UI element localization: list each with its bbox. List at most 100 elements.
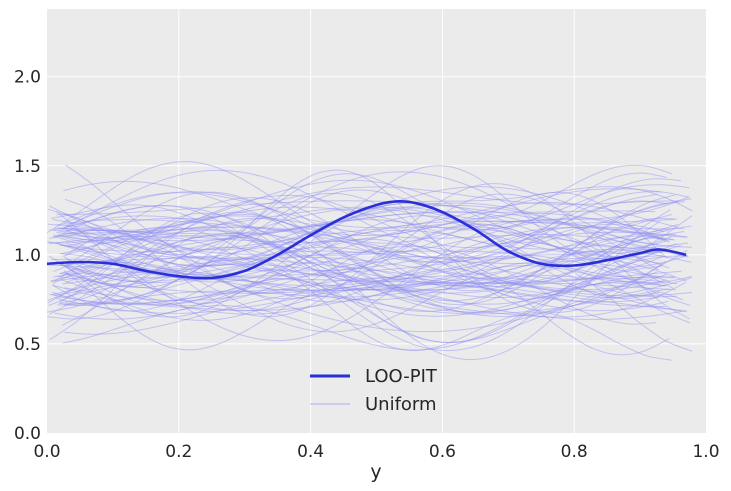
uniform-curve bbox=[56, 191, 668, 304]
uniform-curve bbox=[52, 219, 660, 342]
uniform-curve bbox=[54, 237, 667, 291]
loo-pit-line bbox=[46, 200, 687, 280]
x-tick-label: 1.0 bbox=[692, 442, 719, 462]
uniform-curve bbox=[59, 240, 670, 279]
uniform-curve bbox=[56, 278, 670, 315]
uniform-curve bbox=[63, 226, 664, 315]
uniform-curve bbox=[63, 180, 662, 237]
uniform-curve bbox=[48, 213, 688, 318]
uniform-curve bbox=[49, 212, 670, 244]
uniform-curve bbox=[62, 223, 688, 276]
uniform-curve bbox=[59, 217, 678, 306]
uniform-curve bbox=[59, 226, 666, 253]
uniform-curve bbox=[54, 220, 685, 320]
uniform-curve bbox=[52, 261, 691, 333]
uniform-curve bbox=[65, 277, 687, 313]
uniform-curve bbox=[64, 215, 677, 291]
uniform-curve bbox=[58, 184, 690, 258]
uniform-curve bbox=[66, 191, 658, 263]
x-tick-label: 0.0 bbox=[33, 442, 60, 462]
uniform-curve bbox=[65, 230, 674, 294]
uniform-curve bbox=[52, 275, 660, 305]
uniform-curve bbox=[60, 255, 665, 321]
uniform-curve bbox=[52, 178, 682, 312]
uniform-curve bbox=[51, 165, 693, 260]
uniform-curve bbox=[60, 226, 669, 265]
uniform-curves bbox=[46, 161, 693, 361]
uniform-curve bbox=[46, 161, 689, 244]
plot-background bbox=[47, 9, 706, 433]
uniform-curve bbox=[49, 211, 661, 361]
uniform-curve bbox=[62, 210, 656, 242]
x-tick-label: 0.8 bbox=[561, 442, 588, 462]
uniform-curve bbox=[65, 206, 677, 318]
uniform-curve bbox=[62, 233, 677, 352]
y-tick-label: 1.5 bbox=[14, 157, 41, 177]
uniform-curve bbox=[49, 179, 672, 253]
uniform-curve bbox=[53, 272, 667, 312]
x-tick-label: 0.6 bbox=[429, 442, 456, 462]
legend-label-loo-pit: LOO-PIT bbox=[365, 366, 438, 387]
uniform-curve bbox=[51, 232, 667, 288]
x-axis-label: y bbox=[370, 461, 381, 483]
uniform-curve bbox=[60, 207, 657, 256]
uniform-curve bbox=[56, 231, 688, 272]
uniform-curve bbox=[58, 202, 662, 253]
uniform-curve bbox=[65, 164, 673, 271]
uniform-curve bbox=[64, 223, 679, 335]
uniform-curve bbox=[62, 186, 679, 232]
legend: LOO-PIT Uniform bbox=[310, 366, 438, 415]
uniform-curve bbox=[64, 172, 667, 256]
uniform-curve bbox=[61, 169, 673, 260]
uniform-curve bbox=[53, 193, 659, 272]
uniform-curve bbox=[53, 215, 689, 272]
uniform-curve bbox=[52, 217, 655, 256]
uniform-curve bbox=[64, 183, 690, 320]
uniform-curve bbox=[61, 241, 691, 306]
uniform-curve bbox=[56, 230, 692, 287]
uniform-curve bbox=[63, 192, 678, 229]
uniform-curve bbox=[54, 205, 678, 313]
uniform-curve bbox=[51, 226, 670, 292]
uniform-curve bbox=[65, 218, 675, 267]
uniform-curve bbox=[65, 194, 676, 292]
uniform-curve bbox=[50, 257, 687, 301]
y-axis-ticks: 0.0 0.5 1.0 1.5 2.0 bbox=[14, 68, 41, 444]
legend-label-uniform: Uniform bbox=[365, 394, 437, 415]
uniform-curve bbox=[65, 206, 663, 258]
uniform-curve bbox=[57, 269, 678, 306]
uniform-curve bbox=[56, 200, 688, 238]
uniform-curve bbox=[62, 256, 693, 297]
uniform-curve bbox=[66, 250, 662, 274]
uniform-curve bbox=[51, 263, 687, 320]
uniform-curve bbox=[49, 224, 661, 300]
uniform-curve bbox=[65, 226, 669, 312]
uniform-curve bbox=[63, 192, 671, 283]
uniform-curve bbox=[64, 277, 660, 303]
uniform-curve bbox=[59, 211, 674, 289]
x-axis-ticks: 0.0 0.2 0.4 0.6 0.8 1.0 bbox=[33, 442, 719, 462]
uniform-curve bbox=[66, 191, 668, 285]
loo-pit-series bbox=[46, 200, 687, 280]
uniform-curve bbox=[59, 229, 675, 284]
uniform-curve bbox=[62, 250, 676, 279]
uniform-curve bbox=[63, 256, 693, 352]
uniform-curve bbox=[47, 186, 667, 251]
uniform-curve bbox=[59, 169, 681, 300]
x-tick-label: 0.4 bbox=[297, 442, 324, 462]
uniform-curve bbox=[56, 219, 666, 292]
uniform-curve bbox=[48, 255, 673, 361]
y-tick-label: 2.0 bbox=[14, 68, 41, 88]
uniform-curve bbox=[59, 235, 658, 333]
y-tick-label: 0.0 bbox=[14, 424, 41, 444]
uniform-curve bbox=[51, 223, 665, 305]
uniform-curve bbox=[53, 191, 690, 249]
uniform-curve bbox=[49, 234, 687, 318]
uniform-curve bbox=[47, 256, 663, 317]
uniform-curve bbox=[65, 164, 693, 262]
y-tick-label: 1.0 bbox=[14, 246, 41, 266]
uniform-curve bbox=[62, 238, 666, 313]
uniform-curve bbox=[47, 246, 688, 320]
uniform-curve bbox=[65, 201, 685, 302]
